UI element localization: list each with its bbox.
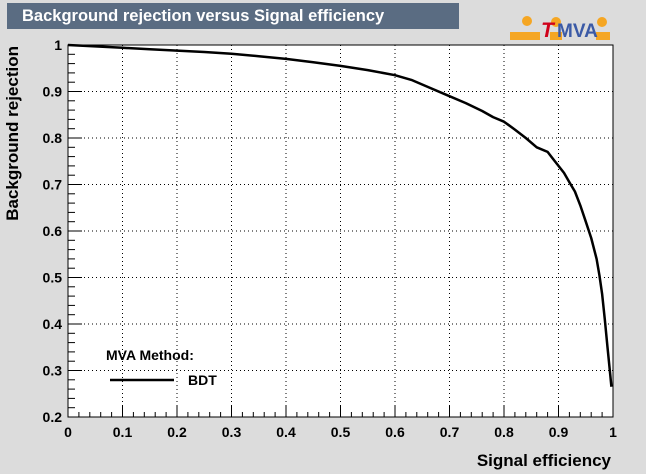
y-axis-label: Background rejection xyxy=(3,46,22,221)
logo-bar-mid xyxy=(550,32,562,40)
logo-dot-right xyxy=(597,17,607,27)
logo-dot-left xyxy=(522,16,532,26)
x-tick-label: 0.1 xyxy=(113,424,133,440)
x-tick-label: 0.5 xyxy=(331,424,351,440)
logo-text-mva: MVA xyxy=(557,21,598,42)
x-tick-label: 1 xyxy=(609,424,617,440)
y-tick-label: 0.2 xyxy=(43,409,63,425)
y-tick-label: 0.9 xyxy=(43,84,63,100)
logo-text-t: T xyxy=(541,19,556,42)
x-tick-label: 0.7 xyxy=(440,424,460,440)
x-tick-label: 0.6 xyxy=(385,424,405,440)
y-tick-label: 0.6 xyxy=(43,223,63,239)
x-tick-label: 0.4 xyxy=(276,424,296,440)
logo-bar-left xyxy=(510,32,540,40)
tmva-logo-icon: T MVA xyxy=(510,16,610,42)
y-tick-label: 0.4 xyxy=(43,316,63,332)
legend: MVA Method: BDT xyxy=(106,347,217,388)
logo-bar-right xyxy=(596,32,610,40)
x-tick-label: 0.9 xyxy=(549,424,569,440)
logo-dot-mid xyxy=(551,17,561,27)
y-tick-label: 0.8 xyxy=(43,130,63,146)
grid-lines xyxy=(68,45,613,417)
y-tick-label: 0.5 xyxy=(43,270,63,286)
series-line-bdt xyxy=(67,43,613,387)
x-tick-label: 0.8 xyxy=(494,424,514,440)
x-tick-label: 0.2 xyxy=(167,424,187,440)
x-axis-label: Signal efficiency xyxy=(477,451,612,470)
x-tick-labels: 0 0.1 0.2 0.3 0.4 0.5 0.6 0.7 0.8 0.9 1 xyxy=(64,424,617,440)
series-group xyxy=(67,43,613,387)
legend-header: MVA Method: xyxy=(106,347,194,363)
x-tick-label: 0 xyxy=(64,424,72,440)
y-tick-labels: 0.2 0.3 0.4 0.5 0.6 0.7 0.8 0.9 1 xyxy=(43,37,63,425)
axis-ticks xyxy=(67,44,614,418)
x-tick-label: 0.3 xyxy=(222,424,242,440)
y-tick-label: 1 xyxy=(54,37,62,53)
chart-title: Background rejection versus Signal effic… xyxy=(7,3,459,29)
y-tick-label: 0.7 xyxy=(43,177,63,193)
y-tick-label: 0.3 xyxy=(43,363,63,379)
legend-label-bdt: BDT xyxy=(188,372,217,388)
